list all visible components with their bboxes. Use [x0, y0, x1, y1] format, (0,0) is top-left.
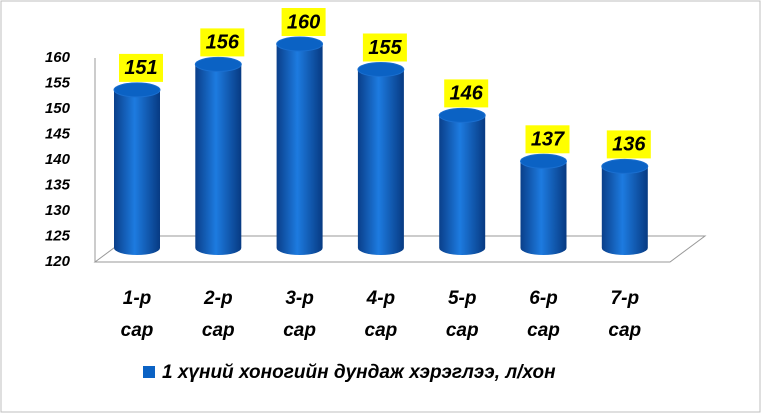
y-tick-label: 140	[45, 151, 71, 168]
y-tick-label: 155	[45, 74, 71, 91]
x-tick-label: 3-р сар	[283, 288, 316, 341]
bar	[276, 36, 324, 256]
bar	[520, 153, 567, 256]
bar	[438, 107, 486, 256]
y-tick-label: 160	[45, 49, 71, 66]
data-label-box	[362, 33, 407, 62]
y-tick-label: 150	[45, 100, 71, 117]
y-tick-label: 125	[45, 227, 71, 244]
data-label: 137	[531, 129, 565, 151]
data-label-box	[200, 28, 245, 57]
data-label: 160	[287, 11, 320, 33]
cylinder-body	[195, 64, 242, 256]
legend-swatch	[143, 366, 155, 378]
x-tick-label: 6-р сар	[527, 288, 560, 341]
cylinder-body	[601, 166, 648, 256]
cylinder-top	[601, 158, 649, 174]
cylinder-body	[276, 44, 323, 256]
data-label-box	[525, 125, 570, 154]
data-label: 156	[206, 32, 240, 54]
cylinder-top	[276, 36, 324, 52]
y-tick-label: 145	[45, 125, 71, 142]
data-label-box	[119, 53, 163, 82]
cylinder-top	[357, 62, 405, 77]
y-tick-label: 135	[45, 176, 71, 193]
bar	[601, 158, 649, 256]
y-tick-label: 120	[45, 253, 71, 270]
x-tick-label: 1-р сар	[120, 288, 154, 341]
data-label: 136	[612, 134, 646, 156]
cylinder-top	[520, 153, 567, 169]
bar	[194, 56, 242, 256]
cylinder-top	[113, 82, 161, 98]
x-tick-label: 2-р сар	[201, 288, 235, 341]
cylinder-body	[439, 115, 486, 256]
data-label-box	[444, 79, 489, 108]
x-tick-label: 7-р сар	[608, 288, 642, 341]
cylinder-body	[520, 161, 567, 256]
bar	[357, 62, 405, 256]
data-label: 146	[450, 83, 484, 105]
legend-label: 1 хүний хоногийн дундаж хэрэглээ, л/хон	[162, 362, 556, 383]
data-label: 155	[368, 37, 402, 59]
cylinder-top	[438, 107, 486, 123]
data-label: 151	[124, 57, 157, 79]
cylinder-body	[114, 89, 160, 256]
x-tick-label: 4-р сар	[364, 288, 398, 341]
x-tick-label: 5-р сар	[445, 288, 479, 341]
bar	[113, 82, 161, 256]
y-tick-label: 130	[45, 202, 71, 219]
cylinder-body	[357, 69, 404, 256]
data-label-box	[606, 130, 651, 159]
cylinder-top	[194, 56, 242, 72]
data-label-box	[281, 8, 326, 36]
